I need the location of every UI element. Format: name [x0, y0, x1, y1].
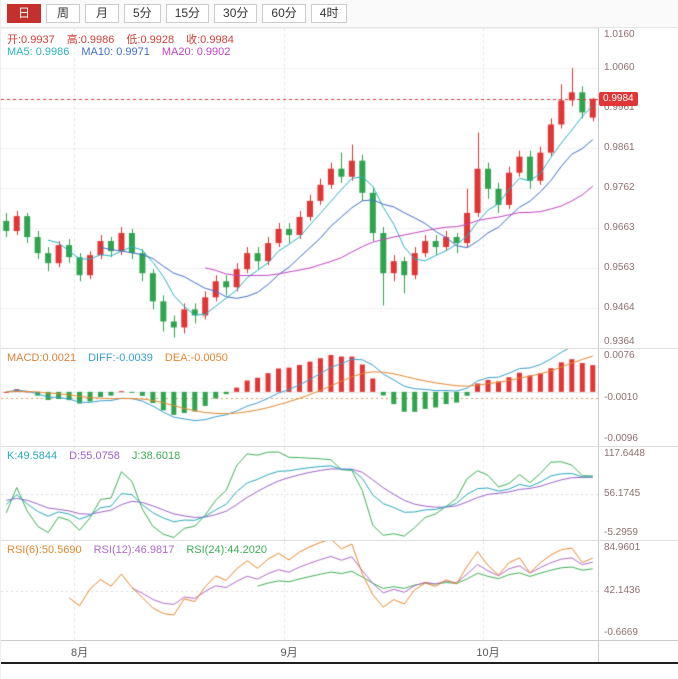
kdj-readout: K:49.5844 D:55.0758 J:38.6018: [7, 450, 180, 462]
ohlc-readout: 开:0.9937 高:0.9986 低:0.9928 收:0.9984: [7, 31, 234, 47]
price-axis-label: 1.0160: [604, 29, 635, 40]
low-value: 低:0.9928: [126, 34, 175, 46]
tab-60min[interactable]: 60分: [262, 4, 306, 23]
d-value: D:55.0758: [69, 450, 120, 462]
tab-30min[interactable]: 30分: [214, 4, 258, 23]
current-price-badge: 0.9984: [599, 91, 638, 106]
kdj-chart-canvas[interactable]: [1, 447, 598, 540]
macd-chart-canvas[interactable]: [1, 349, 598, 446]
rsi12-value: RSI(12):46.9817: [93, 544, 175, 556]
rsi6-value: RSI(6):50.5690: [7, 544, 82, 556]
month-label-oct: 10月: [476, 647, 500, 659]
price-axis-label: 0.9762: [604, 182, 635, 193]
month-label-sep: 9月: [280, 647, 298, 659]
diff-value: DIFF:-0.0039: [88, 352, 153, 364]
time-axis: 8月 9月 10月: [1, 640, 678, 662]
k-value: K:49.5844: [7, 450, 58, 462]
macd-panel: MACD:0.0021 DIFF:-0.0039 DEA:-0.0050 0.0…: [1, 348, 678, 446]
kdj-panel: K:49.5844 D:55.0758 J:38.6018 117.6448 56…: [1, 446, 678, 540]
dea-value: DEA:-0.0050: [164, 352, 228, 364]
price-axis-label: 0.9663: [604, 222, 635, 233]
main-candlestick-panel: 开:0.9937 高:0.9986 低:0.9928 收:0.9984 MA5:…: [1, 28, 678, 348]
rsi-readout: RSI(6):50.5690 RSI(12):46.9817 RSI(24):4…: [7, 544, 267, 556]
candlestick-chart-canvas[interactable]: [1, 28, 598, 348]
ma-readout: MA5: 0.9986 MA10: 0.9971 MA20: 0.9902: [7, 46, 230, 58]
axis-label: 0.0076: [604, 350, 635, 361]
tab-day[interactable]: 日: [7, 4, 41, 23]
price-axis-label: 0.9861: [604, 142, 635, 153]
ma20-value: MA20: 0.9902: [161, 46, 231, 58]
tab-month[interactable]: 月: [85, 4, 119, 23]
timeframe-toolbar: 日 周 月 5分 15分 30分 60分 4时: [1, 0, 678, 28]
kdj-axis: 117.6448 56.1745 -5.2959: [598, 447, 678, 540]
tab-4hour[interactable]: 4时: [310, 4, 348, 23]
axis-label: -0.0096: [604, 433, 638, 444]
bottom-frame: [1, 662, 678, 679]
axis-label: -5.2959: [604, 527, 638, 538]
macd-axis: 0.0076 -0.0010 -0.0096: [598, 349, 678, 446]
time-axis-corner: [598, 641, 678, 662]
axis-label: 84.9601: [604, 542, 641, 553]
rsi-chart-canvas[interactable]: [1, 541, 598, 640]
axis-label: 42.1436: [604, 584, 641, 596]
month-label-aug: 8月: [70, 647, 89, 659]
ma5-value: MA5: 0.9986: [7, 46, 70, 58]
rsi24-value: RSI(24):44.2020: [186, 544, 268, 556]
macd-readout: MACD:0.0021 DIFF:-0.0039 DEA:-0.0050: [7, 352, 228, 364]
price-axis-label: 0.9563: [604, 262, 635, 273]
axis-label: -0.0010: [604, 391, 638, 403]
ma10-value: MA10: 0.9971: [81, 46, 150, 58]
j-value: J:38.6018: [131, 450, 181, 462]
price-axis: 0.9984 1.0160 1.0060 0.9961 0.9861 0.9762 0.9…: [598, 28, 678, 348]
price-axis-label: 1.0060: [604, 62, 635, 73]
tab-15min[interactable]: 15分: [165, 4, 210, 23]
axis-label: -0.6669: [604, 627, 638, 638]
price-axis-label: 0.9961: [604, 102, 635, 113]
tab-week[interactable]: 周: [46, 4, 80, 23]
rsi-panel: RSI(6):50.5690 RSI(12):46.9817 RSI(24):4…: [1, 540, 678, 640]
price-axis-label: 0.9464: [604, 302, 635, 313]
tab-5min[interactable]: 5分: [124, 4, 161, 23]
axis-label: 117.6448: [604, 448, 645, 459]
close-value: 收:0.9984: [186, 34, 234, 46]
macd-value: MACD:0.0021: [7, 352, 77, 364]
open-value: 开:0.9937: [7, 34, 55, 46]
rsi-axis: 84.9601 42.1436 -0.6669: [598, 541, 678, 640]
axis-label: 56.1745: [604, 487, 641, 499]
price-axis-label: 0.9364: [604, 336, 635, 347]
high-value: 高:0.9986: [66, 34, 115, 46]
